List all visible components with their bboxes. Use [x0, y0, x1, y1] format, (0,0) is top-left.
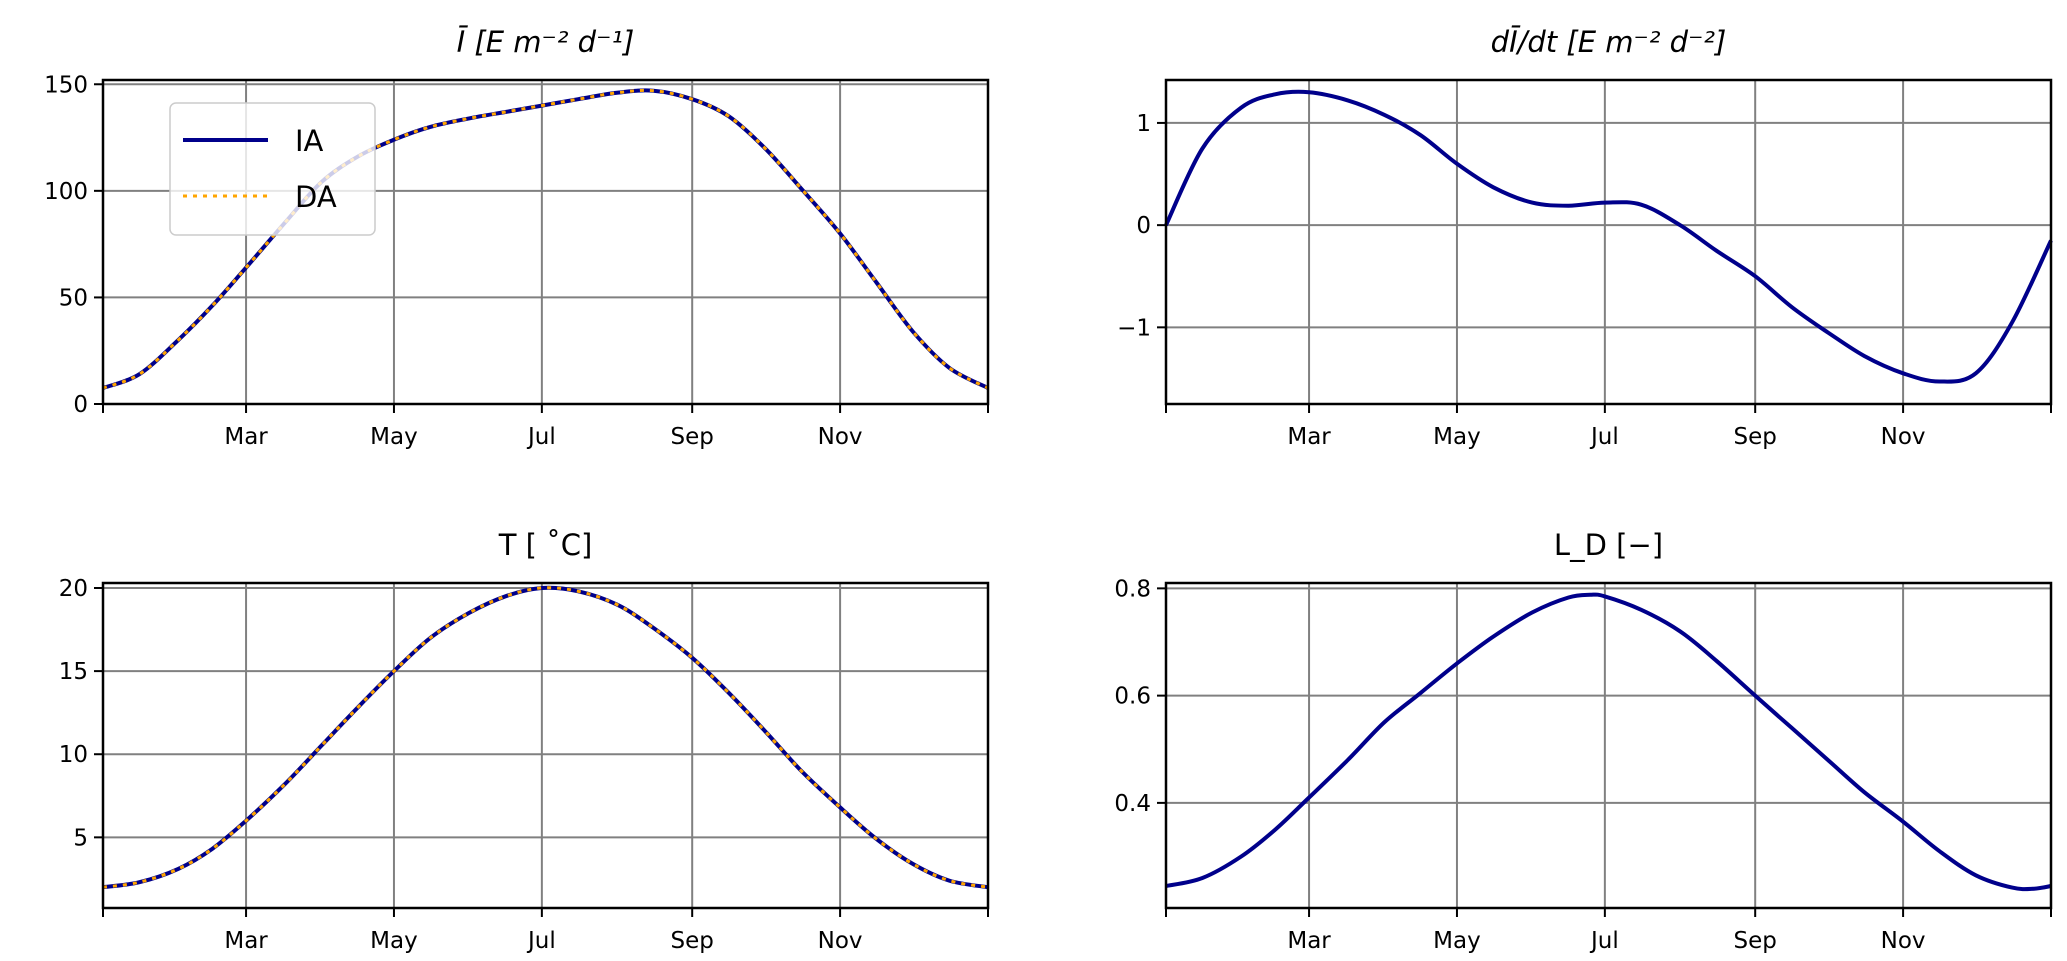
legend-label-da: DA	[295, 180, 337, 214]
x-tick-label: Sep	[1734, 424, 1777, 450]
axes-frame	[1164, 78, 2053, 406]
subplot-3: T [ ˚C] Mar May Jul Sep Nov 5 10 15 20	[59, 528, 990, 954]
subplot-1: Ī [E m⁻² d⁻¹] Mar May Jul Sep Nov 0 50 100 150 IA D…	[44, 25, 990, 450]
y-tick-label: 1	[1136, 111, 1151, 137]
x-tick-label: Nov	[1881, 424, 1926, 450]
y-tick-label: 100	[44, 179, 88, 205]
legend-box	[169, 102, 376, 236]
y-tick-label: 0.6	[1114, 684, 1151, 710]
x-tick-label: Nov	[818, 424, 863, 450]
y-tick-label: 10	[59, 742, 88, 768]
x-tick-label: May	[1433, 928, 1481, 954]
axes-frame	[101, 78, 990, 406]
subplot-4: L_D [−] Mar May Jul Sep Nov 0.4 0.6 0.8	[1114, 528, 2053, 954]
subplot-title: Ī [E m⁻² d⁻¹]	[457, 25, 635, 59]
x-tick-label: Mar	[1287, 424, 1331, 450]
y-tick-label: 5	[73, 825, 88, 851]
y-tick-label: 20	[59, 576, 88, 602]
x-tick-label: May	[370, 928, 418, 954]
y-tick-label: 0	[1136, 213, 1151, 239]
series-line-ia	[102, 585, 989, 890]
x-tick-label: May	[370, 424, 418, 450]
x-tick-label: Nov	[1881, 928, 1926, 954]
subplot-title: dĪ/dt [E m⁻² d⁻²]	[1491, 25, 1727, 59]
series-line-da	[102, 586, 989, 889]
y-tick-label: 15	[59, 659, 88, 685]
axes-frame	[1164, 581, 2053, 910]
legend-label-ia: IA	[295, 124, 324, 158]
y-tick-label: 0	[73, 392, 88, 418]
x-tick-label: Sep	[671, 928, 714, 954]
y-tick-label: −1	[1117, 315, 1151, 341]
series-line-da	[102, 88, 989, 390]
x-tick-label: Sep	[671, 424, 714, 450]
x-tick-label: Jul	[526, 424, 556, 450]
subplot-title: T [ ˚C]	[498, 528, 593, 562]
x-tick-label: Jul	[1589, 424, 1619, 450]
x-tick-label: Mar	[224, 928, 268, 954]
y-tick-label: 0.4	[1114, 791, 1151, 817]
x-tick-label: May	[1433, 424, 1481, 450]
x-tick-label: Jul	[1589, 928, 1619, 954]
series-line-ia	[1165, 592, 2052, 892]
series-line-ia	[1164, 89, 2053, 384]
x-tick-label: Sep	[1734, 928, 1777, 954]
x-tick-label: Jul	[526, 928, 556, 954]
x-tick-label: Mar	[1287, 928, 1331, 954]
x-tick-label: Mar	[224, 424, 268, 450]
subplot-title: L_D [−]	[1554, 528, 1663, 562]
axes-frame	[101, 581, 990, 910]
x-tick-label: Nov	[818, 928, 863, 954]
subplot-2: dĪ/dt [E m⁻² d⁻²] Mar May Jul Sep Nov −1 0 1	[1117, 25, 2053, 450]
y-tick-label: 50	[59, 285, 88, 311]
y-tick-label: 150	[44, 72, 88, 98]
y-tick-label: 0.8	[1114, 576, 1151, 602]
legend: IA DA	[169, 102, 376, 236]
